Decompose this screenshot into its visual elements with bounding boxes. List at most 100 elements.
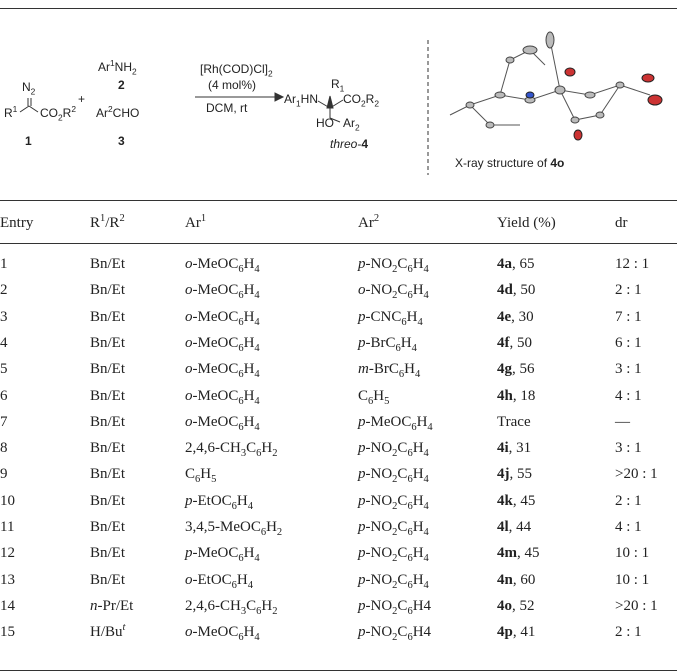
- cell: Bn/Et: [90, 387, 125, 405]
- text-b: 4n: [497, 572, 513, 588]
- text: Entry: [0, 215, 33, 231]
- text: H: [244, 624, 255, 640]
- text-b: 4e: [497, 309, 511, 325]
- text-sub: 4: [248, 580, 253, 591]
- text-sub: 5: [211, 474, 216, 485]
- scheme-n2: N2: [22, 80, 35, 94]
- text: C: [246, 440, 256, 456]
- text: , 45: [513, 493, 536, 509]
- text: H: [244, 388, 255, 404]
- text: H: [244, 414, 255, 430]
- text: [Rh(COD)Cl]: [200, 62, 268, 76]
- text-sub: 2: [272, 606, 277, 617]
- text-b: 4f: [497, 335, 510, 351]
- text: H: [373, 388, 384, 404]
- cell: —: [615, 413, 630, 431]
- text: CHO: [113, 106, 140, 120]
- text: H: [244, 256, 255, 272]
- header-cell: Yield (%): [497, 214, 556, 232]
- scheme-product-r1: R1: [331, 77, 344, 91]
- text-i: p: [358, 545, 366, 561]
- cell: 3 : 1: [615, 439, 642, 457]
- text-b: 4p: [497, 624, 513, 640]
- cell: o-MeOC6H4: [185, 360, 260, 378]
- text: H: [244, 361, 255, 377]
- cell: p-NO2C6H4: [358, 544, 429, 562]
- cell: 7 : 1: [615, 308, 642, 326]
- cell: 2 : 1: [615, 623, 642, 641]
- cell: 4n, 60: [497, 571, 535, 589]
- text-sup: 1: [13, 104, 18, 114]
- text: H: [417, 414, 428, 430]
- text: -MeOC: [193, 545, 239, 561]
- cell: 4i, 31: [497, 439, 531, 457]
- text: Ar: [98, 60, 110, 74]
- cell: o-MeOC6H4: [185, 255, 260, 273]
- text: C: [397, 624, 407, 640]
- cell: 4 : 1: [615, 518, 642, 536]
- text-sup: 1: [201, 213, 206, 224]
- text: 4 : 1: [615, 519, 642, 535]
- text-sub: 4: [424, 290, 429, 301]
- text: H: [261, 598, 272, 614]
- text-i: m: [358, 361, 369, 377]
- text: 2 : 1: [615, 493, 642, 509]
- cell: o-MeOC6H4: [185, 281, 260, 299]
- cell: Bn/Et: [90, 308, 125, 326]
- text: Ar: [96, 106, 108, 120]
- text-sub: 4: [254, 632, 259, 643]
- text-sub: 4: [424, 474, 429, 485]
- text: Bn/Et: [90, 466, 125, 482]
- text-b: 4: [361, 137, 368, 151]
- text: 3 : 1: [615, 440, 642, 456]
- text-sub: 4: [254, 396, 259, 407]
- text-sub: 4: [427, 422, 432, 433]
- cell: o-NO2C6H4: [358, 281, 429, 299]
- text-sub: 4: [424, 553, 429, 564]
- text: 2,4,6-CH: [185, 440, 241, 456]
- text: 14: [0, 598, 15, 614]
- text-i: p: [358, 624, 366, 640]
- text-b: 4o: [497, 598, 512, 614]
- text: 4: [0, 335, 8, 351]
- text-i: p: [185, 545, 193, 561]
- text-b: 4a: [497, 256, 512, 272]
- text: -BrC: [366, 335, 396, 351]
- text: , 56: [512, 361, 535, 377]
- text: H: [413, 440, 424, 456]
- scheme-label2: 2: [118, 78, 125, 92]
- cell: o-MeOC6H4: [185, 413, 260, 431]
- text: 15: [0, 624, 15, 640]
- text: Ar: [185, 215, 201, 231]
- scheme-catalyst: [Rh(COD)Cl]2: [200, 62, 273, 76]
- text: CO: [343, 92, 361, 106]
- cell: 15: [0, 623, 15, 641]
- text: H: [244, 282, 255, 298]
- cell: 7: [0, 413, 8, 431]
- text: -MeOC: [193, 335, 239, 351]
- scheme-plus: +: [78, 92, 85, 106]
- cell: 12: [0, 544, 15, 562]
- cell: 2: [0, 281, 8, 299]
- cell: Bn/Et: [90, 281, 125, 299]
- cell: Bn/Et: [90, 571, 125, 589]
- text: -EtOC: [193, 572, 232, 588]
- text-sub: 4: [254, 343, 259, 354]
- cell: p-NO2C6H4: [358, 623, 431, 641]
- text: H: [244, 545, 255, 561]
- text: , 52: [512, 598, 535, 614]
- text: -BrC: [369, 361, 399, 377]
- cell: p-NO2C6H4: [358, 597, 431, 615]
- scheme-product-ar1hn: Ar1HN: [284, 92, 318, 106]
- cell: 2,4,6-CH3C6H2: [185, 597, 277, 615]
- text: , 60: [513, 572, 536, 588]
- text: -MeOC: [193, 309, 239, 325]
- text: , 18: [513, 388, 536, 404]
- cell: Bn/Et: [90, 492, 125, 510]
- cell: C6H5: [185, 465, 216, 483]
- cell: 5: [0, 360, 8, 378]
- text: X-ray structure of: [455, 156, 550, 170]
- header-top-rule: [0, 200, 677, 201]
- text: H: [244, 309, 255, 325]
- text-i: o: [185, 335, 193, 351]
